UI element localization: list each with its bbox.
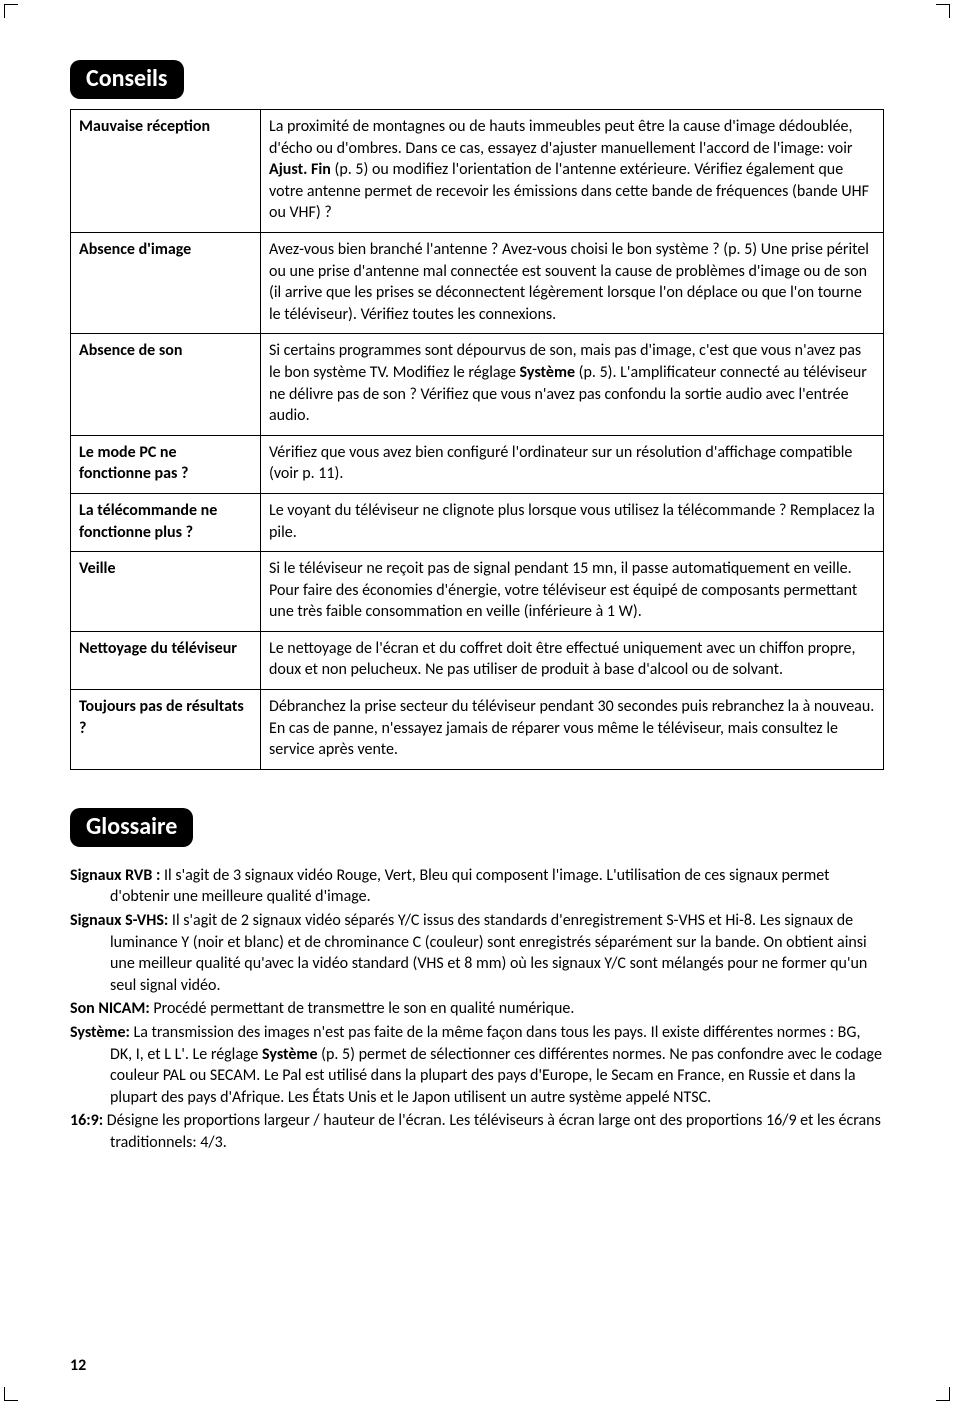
row-text: Si certains programmes sont dépourvus de… (261, 334, 884, 435)
glossary-definition: Désigne les proportions largeur / hauteu… (103, 1111, 881, 1152)
table-row: Mauvaise réceptionLa proximité de montag… (71, 110, 884, 233)
row-label: Le mode PC ne fonctionne pas ? (71, 435, 261, 493)
crop-mark (4, 4, 18, 18)
table-row: Nettoyage du téléviseurLe nettoyage de l… (71, 631, 884, 689)
row-text: Débranchez la prise secteur du téléviseu… (261, 690, 884, 770)
glossary-item: 16:9: Désigne les proportions largeur / … (70, 1110, 884, 1153)
table-row: Absence d'imageAvez-vous bien branché l'… (71, 232, 884, 333)
table-row: Absence de sonSi certains programmes son… (71, 334, 884, 435)
row-text: Vérifiez que vous avez bien configuré l'… (261, 435, 884, 493)
glossary-term: Signaux RVB : (70, 866, 160, 885)
glossary-term: Système: (70, 1023, 130, 1042)
glossary-definition: Procédé permettant de transmettre le son… (150, 999, 575, 1018)
glossaire-body: Signaux RVB : Il s'agit de 3 signaux vid… (70, 865, 884, 1154)
row-label: La télécommande ne fonctionne plus ? (71, 493, 261, 551)
glossary-term: Son NICAM: (70, 999, 150, 1018)
row-text: Le voyant du téléviseur ne clignote plus… (261, 493, 884, 551)
glossary-definition: La transmission des images n'est pas fai… (110, 1023, 882, 1107)
row-label: Nettoyage du téléviseur (71, 631, 261, 689)
crop-mark (936, 1387, 950, 1401)
table-row: Toujours pas de résultats ?Débranchez la… (71, 690, 884, 770)
table-row: La télécommande ne fonctionne plus ?Le v… (71, 493, 884, 551)
row-text: Avez-vous bien branché l'antenne ? Avez-… (261, 232, 884, 333)
glossary-item: Son NICAM: Procédé permettant de transme… (70, 998, 884, 1020)
glossary-item: Système: La transmission des images n'es… (70, 1022, 884, 1108)
crop-mark (4, 1387, 18, 1401)
glossary-definition: Il s'agit de 2 signaux vidéo séparés Y/C… (110, 911, 867, 995)
conseils-section: Conseils Mauvaise réceptionLa proximité … (70, 60, 884, 770)
row-label: Veille (71, 552, 261, 632)
table-row: Le mode PC ne fonctionne pas ?Vérifiez q… (71, 435, 884, 493)
glossary-item: Signaux RVB : Il s'agit de 3 signaux vid… (70, 865, 884, 908)
glossaire-title: Glossaire (70, 808, 193, 847)
conseils-table: Mauvaise réceptionLa proximité de montag… (70, 109, 884, 770)
row-label: Mauvaise réception (71, 110, 261, 233)
row-text: Le nettoyage de l'écran et du coffret do… (261, 631, 884, 689)
page-number: 12 (70, 1356, 86, 1375)
row-text: La proximité de montagnes ou de hauts im… (261, 110, 884, 233)
conseils-title: Conseils (70, 60, 184, 99)
glossary-definition: Il s'agit de 3 signaux vidéo Rouge, Vert… (110, 866, 829, 907)
crop-mark (936, 4, 950, 18)
row-text: Si le téléviseur ne reçoit pas de signal… (261, 552, 884, 632)
row-label: Toujours pas de résultats ? (71, 690, 261, 770)
glossary-term: Signaux S-VHS: (70, 911, 168, 930)
glossary-term: 16:9: (70, 1111, 103, 1130)
row-label: Absence d'image (71, 232, 261, 333)
row-label: Absence de son (71, 334, 261, 435)
table-row: VeilleSi le téléviseur ne reçoit pas de … (71, 552, 884, 632)
glossaire-section: Glossaire Signaux RVB : Il s'agit de 3 s… (70, 808, 884, 1154)
glossary-item: Signaux S-VHS: Il s'agit de 2 signaux vi… (70, 910, 884, 996)
